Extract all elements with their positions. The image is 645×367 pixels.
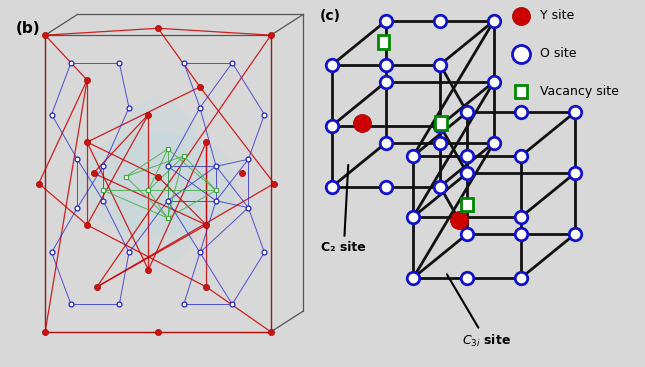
Bar (461, 197, 473, 211)
Text: (c): (c) (319, 9, 341, 23)
Bar (435, 116, 447, 130)
Text: C₂ site: C₂ site (321, 165, 366, 254)
Bar (515, 85, 527, 98)
Text: Y site: Y site (540, 10, 574, 22)
Text: O site: O site (540, 47, 577, 60)
Ellipse shape (81, 132, 235, 235)
Ellipse shape (113, 97, 203, 270)
Bar (377, 35, 390, 49)
Text: Vacancy site: Vacancy site (540, 85, 619, 98)
Text: (b): (b) (16, 21, 41, 36)
Text: $C_{3i}$ site: $C_{3i}$ site (447, 274, 511, 349)
